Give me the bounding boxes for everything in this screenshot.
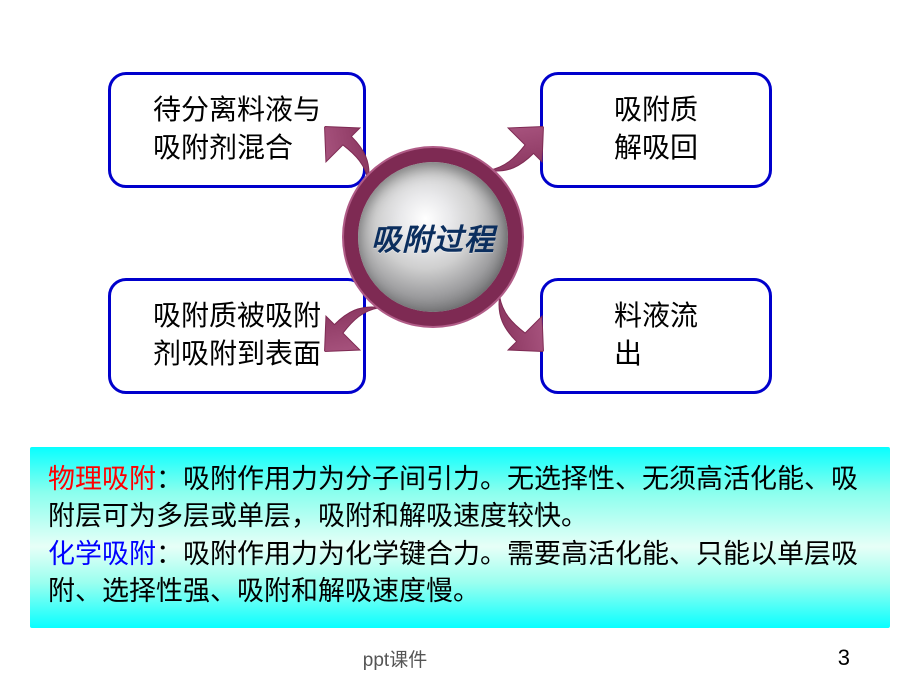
box-top-right-text: 吸附质解吸回 <box>614 92 698 168</box>
physical-adsorption-text: ：吸附作用力为分子间引力。无选择性、无须高活化能、吸附层可为多层或单层，吸附和解… <box>48 464 858 531</box>
box-top-right: 吸附质解吸回 <box>540 72 772 188</box>
chemical-adsorption-text: ：吸附作用力为化学键合力。需要高活化能、只能以单层吸附、选择性强、吸附和解吸速度… <box>48 539 858 606</box>
slide-footer: ppt课件 3 <box>0 645 920 672</box>
box-bottom-left-text: 吸附质被吸附剂吸附到表面 <box>153 298 321 374</box>
hub-label: 吸附过程 <box>371 215 495 259</box>
box-top-left-text: 待分离料液与吸附剂混合 <box>153 92 321 168</box>
chemical-adsorption-line: 化学吸附：吸附作用力为化学键合力。需要高活化能、只能以单层吸附、选择性强、吸附和… <box>48 536 872 611</box>
physical-adsorption-label: 物理吸附 <box>48 464 156 494</box>
box-bottom-right-text: 料液流出 <box>614 298 698 374</box>
hub-circle: 吸附过程 <box>358 162 508 312</box>
description-panel: 物理吸附：吸附作用力为分子间引力。无选择性、无须高活化能、吸附层可为多层或单层，… <box>30 447 890 628</box>
physical-adsorption-line: 物理吸附：吸附作用力为分子间引力。无选择性、无须高活化能、吸附层可为多层或单层，… <box>48 461 872 536</box>
page-number: 3 <box>790 645 850 672</box>
chemical-adsorption-label: 化学吸附 <box>48 539 156 569</box>
box-bottom-right: 料液流出 <box>540 278 772 394</box>
footer-caption: ppt课件 <box>0 645 790 672</box>
